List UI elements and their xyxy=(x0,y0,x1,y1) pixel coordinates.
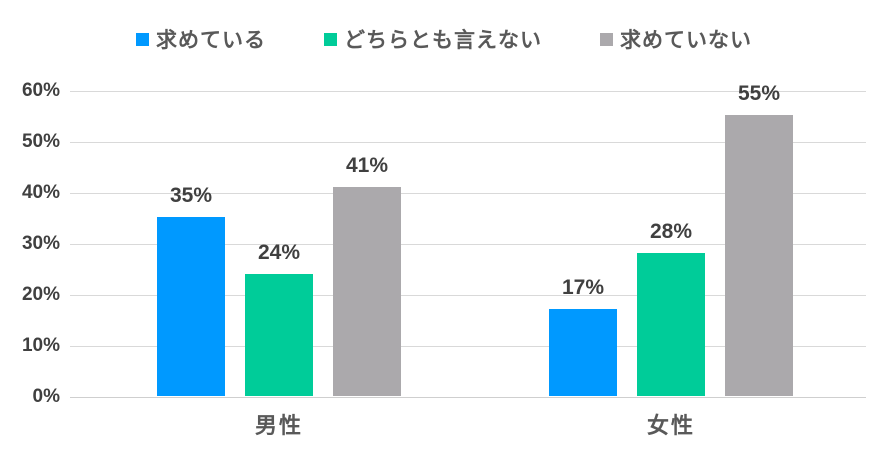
x-category-male: 男性 xyxy=(254,413,303,438)
bar-female-motometeiru xyxy=(549,309,617,396)
x-category-female: 女性 xyxy=(646,413,695,438)
gridline-30 xyxy=(70,244,866,245)
y-tick-20: 20% xyxy=(21,284,60,305)
y-tick-50: 50% xyxy=(21,131,60,152)
x-axis-line xyxy=(70,397,866,398)
bar-male-motometeinai xyxy=(333,187,401,396)
plot-area: 35% 24% 41% 17% 28% 55% 男性 女性 xyxy=(70,82,866,438)
legend-label: どちらとも言えない xyxy=(344,29,542,52)
gridline-50 xyxy=(70,142,866,143)
legend-item-motometeiru: 求めている xyxy=(136,24,266,54)
y-tick-10: 10% xyxy=(21,335,60,356)
bar-value-label: 17% xyxy=(561,276,605,299)
gridline-10 xyxy=(70,346,866,347)
bar-value-label: 35% xyxy=(169,184,213,207)
y-tick-30: 30% xyxy=(21,233,60,254)
gridline-60 xyxy=(70,91,866,92)
legend-label: 求めていない xyxy=(620,29,752,52)
gridline-40 xyxy=(70,193,866,194)
bar-female-motometeinai xyxy=(725,115,793,396)
legend-swatch-gray-icon xyxy=(600,32,613,46)
legend-swatch-blue-icon xyxy=(136,32,149,46)
bar-slot-female-motometeinai: 55% xyxy=(725,82,793,396)
legend-label: 求めている xyxy=(156,29,266,52)
bar-value-label: 41% xyxy=(345,154,389,177)
bar-slot-male-motometeiru: 35% xyxy=(157,90,225,396)
bar-value-label: 28% xyxy=(649,220,693,243)
bar-value-label: 24% xyxy=(257,241,301,264)
bar-value-label: 55% xyxy=(737,82,781,105)
y-tick-0: 0% xyxy=(32,386,60,407)
legend-swatch-green-icon xyxy=(324,32,337,46)
bar-female-dochiratomo xyxy=(637,253,705,396)
bar-male-motometeiru xyxy=(157,217,225,396)
gridline-20 xyxy=(70,295,866,296)
bar-slot-female-dochiratomo: 28% xyxy=(637,90,705,396)
bar-slot-male-dochiratomo: 24% xyxy=(245,90,313,396)
bar-male-dochiratomo xyxy=(245,274,313,396)
chart-legend: 求めている どちらとも言えない 求めていない xyxy=(0,24,888,54)
bar-slot-female-motometeiru: 17% xyxy=(549,90,617,396)
y-tick-40: 40% xyxy=(21,182,60,203)
bar-slot-male-motometeinai: 41% xyxy=(333,90,401,396)
y-tick-60: 60% xyxy=(21,80,60,101)
legend-item-motometeinai: 求めていない xyxy=(600,24,752,54)
legend-item-dochiratomo: どちらとも言えない xyxy=(324,24,542,54)
